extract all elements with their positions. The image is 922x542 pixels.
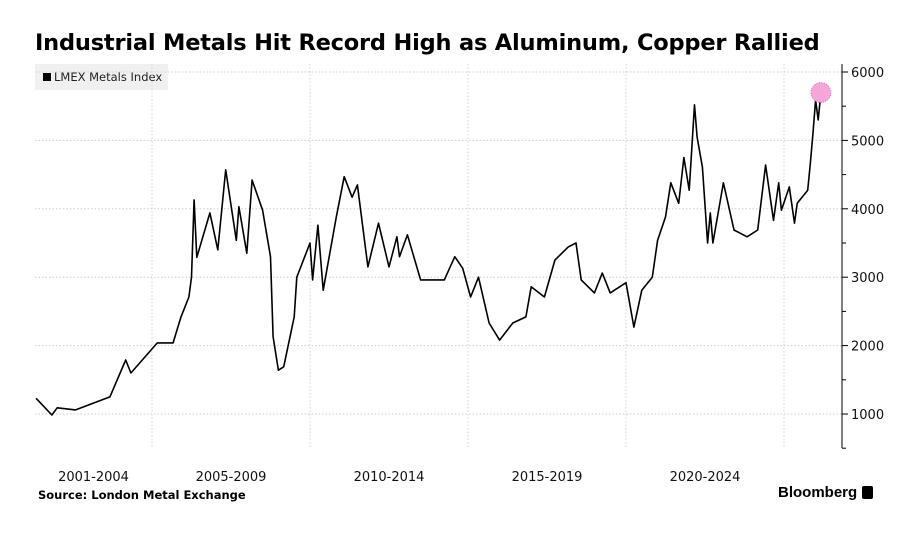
series-line xyxy=(35,92,822,416)
x-tick-label: 2015-2019 xyxy=(512,470,583,485)
legend-label: LMEX Metals Index xyxy=(54,70,163,84)
source-note: Source: London Metal Exchange xyxy=(38,488,246,502)
x-tick-label: 2005-2009 xyxy=(196,470,267,485)
x-tick-label: 2020-2024 xyxy=(670,470,741,485)
y-tick-label: 1000 xyxy=(851,408,884,423)
chart-title: Industrial Metals Hit Record High as Alu… xyxy=(35,30,820,56)
legend: LMEX Metals Index xyxy=(35,64,168,90)
y-tick-label: 5000 xyxy=(851,134,884,149)
bloomberg-chart-icon xyxy=(862,486,874,499)
legend-swatch xyxy=(43,73,51,81)
y-tick-label: 2000 xyxy=(851,340,884,355)
x-tick-label: 2001-2004 xyxy=(58,470,129,485)
brand-text: Bloomberg xyxy=(778,484,858,501)
y-tick-label: 6000 xyxy=(851,66,884,81)
record-high-marker xyxy=(810,82,832,104)
x-tick-label: 2010-2014 xyxy=(354,470,425,485)
y-tick-label: 3000 xyxy=(851,271,884,286)
bloomberg-logo: Bloomberg xyxy=(778,484,874,501)
y-tick-label: 4000 xyxy=(851,203,884,218)
